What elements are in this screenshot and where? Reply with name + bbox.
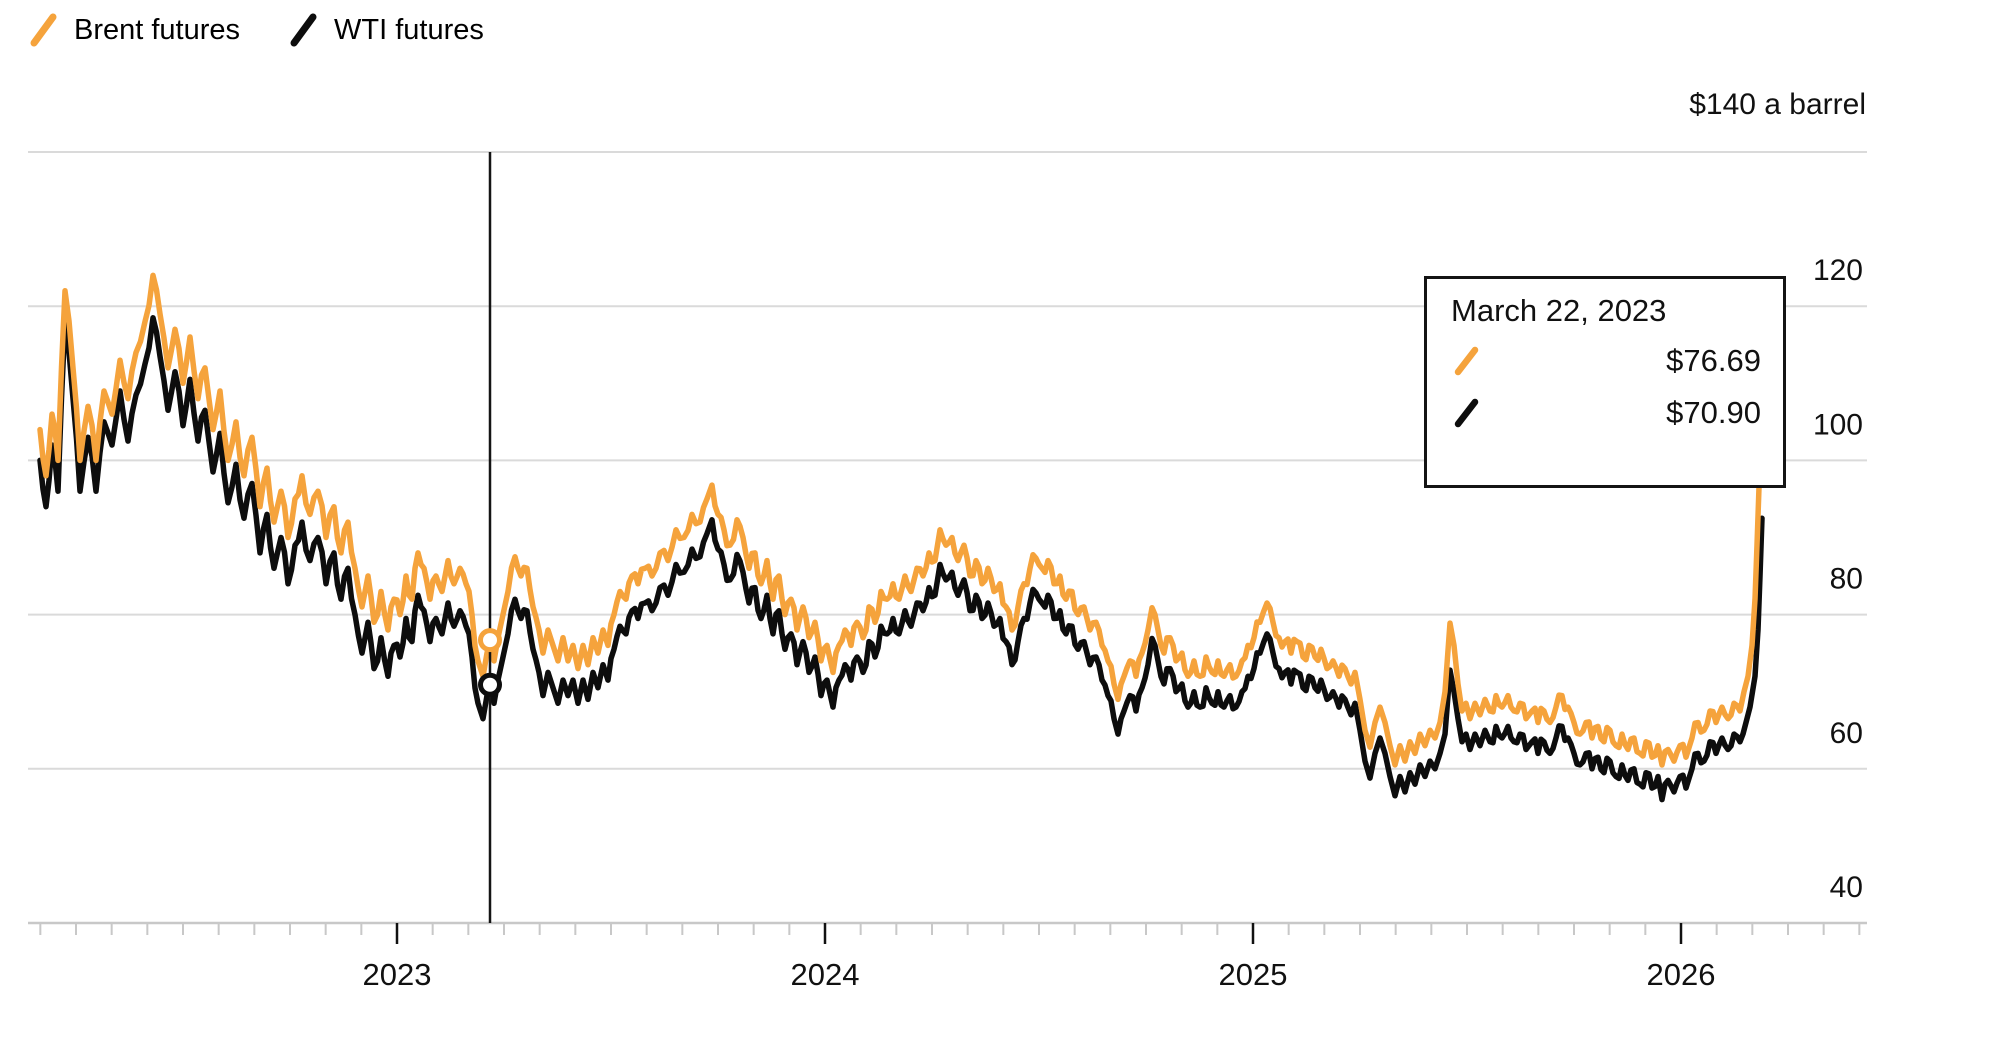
brent-line-swatch-icon [30,13,57,47]
y-axis-label: 80 [1830,563,1863,596]
legend-label-wti: WTI futures [334,13,484,46]
tooltip-wti-value: $70.90 [1666,395,1761,430]
y-axis-unit-label: $140 a barrel [1689,88,1866,121]
tooltip-row-wti: $70.90 [1451,387,1761,439]
x-axis-label: 2023 [363,957,432,992]
legend: Brent futures WTI futures [26,8,484,52]
legend-item-brent: Brent futures [26,8,240,52]
x-axis-label: 2026 [1647,957,1716,992]
tooltip-row-brent: $76.69 [1451,335,1761,387]
brent-line-swatch-icon [1454,346,1479,376]
y-axis-label: 60 [1830,717,1863,750]
tooltip-brent-value: $76.69 [1666,343,1761,378]
x-axis-label: 2024 [791,957,860,992]
y-axis-label: 120 [1813,254,1863,287]
wti-line-swatch-icon [290,13,317,47]
y-axis-label: 40 [1830,871,1863,904]
y-axis-label: 100 [1813,408,1863,441]
tooltip-date: March 22, 2023 [1451,293,1667,328]
x-axis-label: 2025 [1219,957,1288,992]
brent-line [37,272,1762,768]
tracker-marker-wti [478,672,502,697]
tooltip: March 22, 2023 $76.69 $70.90 [1424,276,1786,488]
legend-item-wti: WTI futures [286,8,484,52]
wti-line [37,315,1765,803]
wti-line-swatch-icon [1454,398,1479,428]
tracker-marker-brent [478,628,502,653]
legend-label-brent: Brent futures [74,13,241,46]
